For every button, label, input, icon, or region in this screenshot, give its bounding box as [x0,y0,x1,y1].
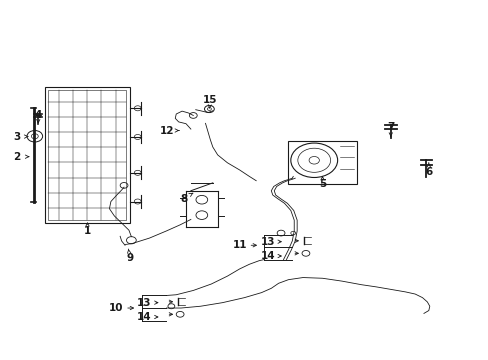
Text: 2: 2 [13,152,20,162]
Text: 13: 13 [260,237,275,247]
Bar [48,90,126,220]
Text: 6: 6 [425,167,431,177]
Text: 3: 3 [13,132,20,142]
Text: 8: 8 [180,194,187,204]
Text: 14: 14 [260,251,275,261]
Text: 1: 1 [84,226,91,236]
Text: 12: 12 [160,126,174,135]
Text: 13: 13 [137,298,151,308]
Text: 14: 14 [137,312,152,322]
Text: 7: 7 [386,122,394,132]
Text: 10: 10 [109,303,123,313]
Text: 5: 5 [318,179,325,189]
Text: 9: 9 [126,253,133,263]
Bar [288,140,356,184]
Text: 11: 11 [232,240,246,250]
Bar [44,87,130,223]
Text: 4: 4 [35,110,42,120]
Text: 15: 15 [203,95,217,105]
